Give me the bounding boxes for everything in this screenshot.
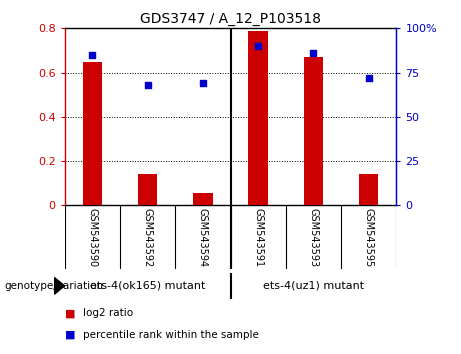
- Point: [365, 75, 372, 81]
- Text: ets-4(ok165) mutant: ets-4(ok165) mutant: [90, 281, 205, 291]
- Bar: [248, 30, 268, 205]
- Text: GSM543595: GSM543595: [364, 207, 374, 267]
- Text: GSM543591: GSM543591: [253, 207, 263, 267]
- Text: GSM543590: GSM543590: [87, 207, 97, 267]
- Bar: [138, 175, 157, 205]
- Text: GSM543594: GSM543594: [198, 207, 208, 267]
- Polygon shape: [54, 278, 65, 294]
- Text: ■: ■: [65, 330, 75, 339]
- Point: [144, 82, 151, 88]
- Text: percentile rank within the sample: percentile rank within the sample: [83, 330, 259, 339]
- Text: GSM543592: GSM543592: [142, 207, 153, 267]
- Text: ets-4(uz1) mutant: ets-4(uz1) mutant: [263, 281, 364, 291]
- Text: log2 ratio: log2 ratio: [83, 308, 133, 318]
- Point: [310, 50, 317, 56]
- Bar: [193, 193, 213, 205]
- Text: ■: ■: [65, 308, 75, 318]
- Point: [89, 52, 96, 58]
- Bar: [83, 62, 102, 205]
- Text: GSM543593: GSM543593: [308, 207, 319, 267]
- Text: genotype/variation: genotype/variation: [5, 281, 104, 291]
- Title: GDS3747 / A_12_P103518: GDS3747 / A_12_P103518: [140, 12, 321, 26]
- Bar: [359, 175, 378, 205]
- Point: [199, 80, 207, 86]
- Point: [254, 43, 262, 49]
- Bar: [304, 57, 323, 205]
